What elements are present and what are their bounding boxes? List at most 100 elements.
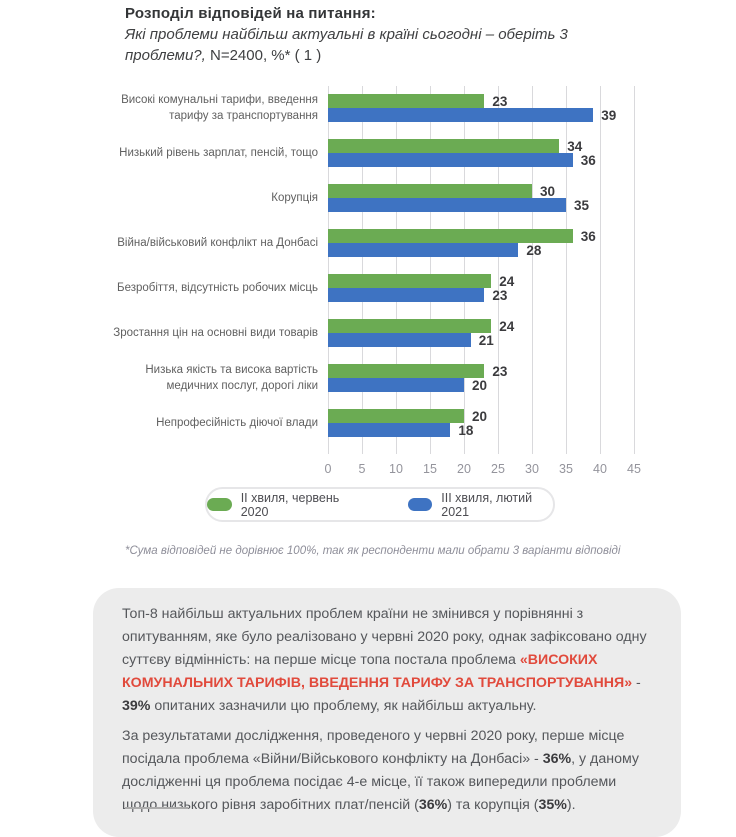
- bar-value-label: 39: [601, 107, 617, 123]
- bar-row: 23: [328, 363, 634, 379]
- gridline: [599, 86, 601, 454]
- subtitle-line-1: Які проблеми найбільш актуальні в країні…: [125, 24, 605, 45]
- category-labels: Високі комунальні тарифи, введення тариф…: [110, 86, 328, 488]
- wave3-color-chip: [407, 498, 433, 511]
- plot-rows: 23 39 34 36 30 35 36 28 24 23 24 21 23 20 20 18: [328, 86, 634, 446]
- bar-row: 21: [328, 332, 634, 348]
- bar-value-label: 23: [492, 363, 508, 379]
- wave2-color-chip: [207, 498, 232, 511]
- x-tick-label: 45: [627, 462, 641, 476]
- bar-value-label: 21: [478, 332, 494, 348]
- bar: [328, 333, 471, 347]
- bar-chart: Високі комунальні тарифи, введення тариф…: [110, 86, 641, 488]
- chart-legend: ІІ хвиля, червень 2020 ІІІ хвиля, лютий …: [205, 487, 555, 522]
- page-title: Розподіл відповідей на питання:: [125, 5, 376, 22]
- x-tick-label: 25: [491, 462, 505, 476]
- gridline: [566, 86, 567, 454]
- category-label: Високі комунальні тарифи, введення тариф…: [121, 93, 318, 122]
- bar-value-label: 20: [471, 377, 488, 393]
- gridlines: [328, 86, 635, 454]
- gridline: [532, 86, 533, 454]
- subtitle-line-2: проблеми?, N=2400, %* ( 1 ): [125, 45, 605, 66]
- bar-value-label: 35: [574, 197, 590, 213]
- category-label: Корупція: [271, 191, 318, 204]
- category-label: Зростання цін на основні види товарів: [113, 326, 318, 339]
- x-tick-label: 15: [423, 462, 437, 476]
- x-tick-label: 0: [324, 462, 332, 476]
- text-segment-normal: ).: [566, 797, 576, 813]
- x-tick-label: 20: [457, 462, 471, 476]
- gridline: [430, 86, 431, 454]
- bar: [328, 409, 464, 423]
- bar-group: 24 21: [328, 311, 634, 356]
- bar-row: 24: [328, 318, 634, 334]
- page-subtitle: Які проблеми найбільш актуальні в країні…: [125, 24, 605, 66]
- text-segment-normal: За результатами дослідження, проведеного…: [122, 728, 625, 767]
- bar-group: 23 20: [328, 356, 634, 401]
- bar-value-label: 18: [458, 422, 474, 438]
- category-label: Війна/військовий конфлікт на Донбасі: [117, 236, 318, 249]
- text-segment-bold: 36%: [542, 751, 572, 767]
- gridline: [328, 86, 329, 454]
- bar: [328, 364, 485, 378]
- text-segment-normal: Топ-8 найбільш актуальних проблем країни…: [122, 606, 647, 668]
- x-tick-label: 35: [559, 462, 573, 476]
- bar-value-label: 36: [580, 152, 596, 168]
- bar-row: 20: [328, 409, 634, 424]
- legend-item-wave2: ІІ хвиля, червень 2020: [207, 491, 360, 519]
- bar-row: 34: [328, 138, 634, 154]
- bar-row: 36: [328, 228, 634, 244]
- bar: [328, 94, 485, 108]
- text-segment-bold: 35%: [538, 797, 567, 813]
- summary-box: Топ-8 найбільш актуальних проблем країни…: [93, 588, 681, 837]
- gridline: [498, 86, 499, 454]
- bar-row: 36: [328, 152, 634, 168]
- bar-row: 35: [328, 197, 634, 213]
- bar-row: 23: [328, 287, 634, 303]
- gridline: [634, 86, 635, 454]
- bar-row: 20: [328, 377, 634, 393]
- bar-value-label: 23: [492, 287, 508, 303]
- bar-group: 36 28: [328, 221, 634, 266]
- x-tick-label: 30: [525, 462, 539, 476]
- bar-group: 24 23: [328, 266, 634, 311]
- bar-value-label: 24: [499, 318, 515, 334]
- bar: [328, 139, 560, 153]
- gridline: [395, 86, 397, 454]
- bar: [328, 423, 451, 437]
- bar: [328, 229, 573, 243]
- bar-value-label: 23: [492, 93, 508, 109]
- category-label: Безробіття, відсутність робочих місць: [117, 281, 318, 294]
- text-segment-italic: Які проблеми найбільш актуальні в країні…: [125, 26, 568, 43]
- bar: [328, 378, 464, 392]
- bar: [328, 274, 492, 288]
- bar-row: 39: [328, 107, 634, 123]
- bar: [328, 153, 573, 167]
- x-tick-label: 5: [358, 462, 366, 476]
- bar-value-label: 34: [567, 138, 583, 154]
- gridline: [463, 86, 465, 454]
- legend-item-wave3: ІІІ хвиля, лютий 2021: [407, 490, 553, 519]
- text-segment-red-bold: «ВИСОКИХ КОМУНАЛЬНИХ ТАРИФІВ, ВВЕДЕННЯ Т…: [122, 652, 633, 691]
- bar-row: 18: [328, 422, 634, 438]
- bar-row: 24: [328, 274, 634, 289]
- x-tick-label: 10: [389, 462, 403, 476]
- gridline: [361, 86, 363, 454]
- bar-value-label: 36: [580, 228, 596, 244]
- bar: [328, 319, 492, 333]
- text-segment-italic: проблеми?,: [125, 47, 206, 64]
- bottom-divider: [125, 807, 188, 809]
- legend-label-wave3: ІІІ хвиля, лютий 2021: [441, 490, 533, 519]
- bar-row: 23: [328, 93, 634, 109]
- text-segment-bold: 39%: [122, 698, 151, 714]
- bar-group: 34 36: [328, 131, 634, 176]
- bar-row: 30: [328, 183, 634, 199]
- text-segment-upright: N=2400, %* ( 1 ): [205, 47, 322, 64]
- bar-value-label: 30: [540, 183, 556, 199]
- bar: [328, 288, 485, 302]
- text-segment-bold: 36%: [418, 797, 448, 813]
- text-segment-normal: , у даному дослідженні ця проблема посід…: [122, 751, 639, 813]
- category-label: Низька якість та висока вартість медични…: [145, 363, 318, 392]
- plot-area: 23 39 34 36 30 35 36 28 24 23 24 21 23 20 20 18 0 5 10 15 2…: [324, 86, 641, 488]
- legend-label-wave2: ІІ хвиля, червень 2020: [240, 490, 340, 519]
